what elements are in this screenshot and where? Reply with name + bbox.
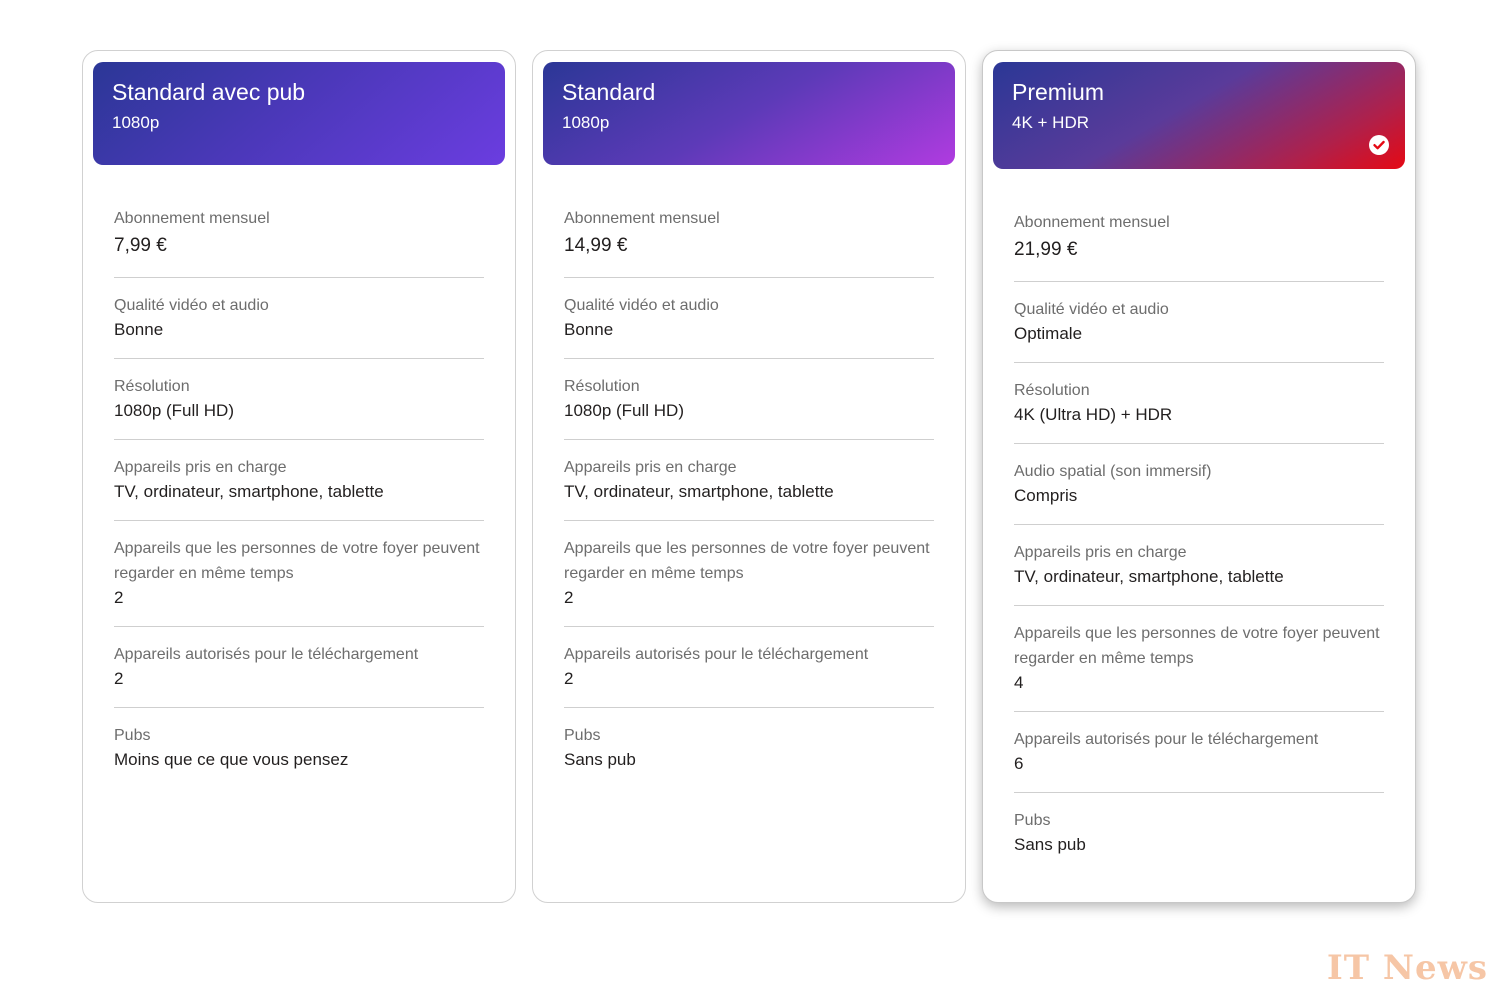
feature-value: 7,99 €: [114, 235, 167, 256]
feature-video-quality: Qualité vidéo et audio Optimale: [1014, 282, 1384, 363]
feature-value: TV, ordinateur, smartphone, tablette: [114, 482, 384, 501]
plan-resolution: 4K + HDR: [1012, 113, 1089, 132]
feature-resolution: Résolution 1080p (Full HD): [564, 359, 934, 440]
plan-resolution: 1080p: [112, 113, 160, 132]
feature-value: Sans pub: [564, 750, 636, 769]
watermark-logo: IT News: [1326, 948, 1488, 988]
plan-name: Standard avec pub: [112, 79, 306, 105]
feature-download-devices: Appareils autorisés pour le téléchargeme…: [1014, 712, 1384, 793]
feature-label: Audio spatial (son immersif): [1014, 463, 1212, 480]
feature-ads: Pubs Sans pub: [564, 708, 934, 788]
feature-value: 2: [114, 588, 124, 607]
feature-label: Appareils autorisés pour le téléchargeme…: [564, 646, 869, 663]
feature-simultaneous-streams: Appareils que les personnes de votre foy…: [1014, 606, 1384, 712]
plan-resolution: 1080p: [562, 113, 610, 132]
feature-value: 2: [564, 588, 574, 607]
plan-header: Premium 4K + HDR: [993, 62, 1405, 169]
feature-label: Abonnement mensuel: [1014, 214, 1170, 231]
feature-value: 4: [1014, 673, 1024, 692]
plan-name: Premium: [1012, 79, 1105, 105]
feature-value: 14,99 €: [564, 235, 628, 256]
feature-resolution: Résolution 1080p (Full HD): [114, 359, 484, 440]
feature-supported-devices: Appareils pris en charge TV, ordinateur,…: [114, 440, 484, 521]
feature-value: 1080p (Full HD): [564, 401, 684, 420]
feature-label: Abonnement mensuel: [564, 210, 720, 227]
feature-label: Appareils autorisés pour le téléchargeme…: [114, 646, 419, 663]
feature-label: Appareils pris en charge: [564, 459, 737, 476]
feature-value: 1080p (Full HD): [114, 401, 234, 420]
feature-label: Appareils que les personnes de votre foy…: [1014, 625, 1380, 667]
feature-label: Résolution: [564, 378, 640, 395]
feature-label: Résolution: [1014, 382, 1090, 399]
plan-header: Standard avec pub 1080p: [93, 62, 505, 165]
feature-supported-devices: Appareils pris en charge TV, ordinateur,…: [1014, 525, 1384, 606]
feature-supported-devices: Appareils pris en charge TV, ordinateur,…: [564, 440, 934, 521]
feature-label: Qualité vidéo et audio: [564, 297, 719, 314]
feature-download-devices: Appareils autorisés pour le téléchargeme…: [114, 627, 484, 708]
feature-simultaneous-streams: Appareils que les personnes de votre foy…: [564, 521, 934, 627]
feature-label: Pubs: [1014, 812, 1051, 829]
feature-label: Pubs: [114, 727, 151, 744]
feature-label: Appareils autorisés pour le téléchargeme…: [1014, 731, 1319, 748]
feature-value: Compris: [1014, 486, 1078, 505]
plan-feature-list: Abonnement mensuel 14,99 € Qualité vidéo…: [564, 189, 934, 788]
feature-spatial-audio: Audio spatial (son immersif) Compris: [1014, 444, 1384, 525]
feature-value: 2: [564, 669, 574, 688]
feature-video-quality: Qualité vidéo et audio Bonne: [114, 278, 484, 359]
feature-label: Résolution: [114, 378, 190, 395]
feature-value: Moins que ce que vous pensez: [114, 750, 349, 769]
plan-feature-list: Abonnement mensuel 21,99 € Qualité vidéo…: [1014, 193, 1384, 873]
feature-value: 6: [1014, 754, 1024, 773]
feature-value: Sans pub: [1014, 835, 1086, 854]
feature-resolution: Résolution 4K (Ultra HD) + HDR: [1014, 363, 1384, 444]
feature-monthly-price: Abonnement mensuel 7,99 €: [114, 189, 484, 278]
plan-card-standard[interactable]: Standard 1080p Abonnement mensuel 14,99 …: [532, 50, 966, 903]
feature-value: Bonne: [564, 320, 614, 339]
feature-video-quality: Qualité vidéo et audio Bonne: [564, 278, 934, 359]
plan-card-premium[interactable]: Premium 4K + HDR Abonnement mensuel 21,9…: [982, 50, 1416, 903]
plan-selector: Standard avec pub 1080p Abonnement mensu…: [82, 50, 1418, 903]
feature-monthly-price: Abonnement mensuel 21,99 €: [1014, 193, 1384, 282]
feature-value: TV, ordinateur, smartphone, tablette: [1014, 567, 1284, 586]
check-circle-icon: [1369, 135, 1389, 155]
feature-label: Qualité vidéo et audio: [114, 297, 269, 314]
feature-value: 4K (Ultra HD) + HDR: [1014, 405, 1173, 424]
feature-label: Appareils pris en charge: [1014, 544, 1187, 561]
feature-value: Optimale: [1014, 324, 1083, 343]
feature-label: Pubs: [564, 727, 601, 744]
feature-download-devices: Appareils autorisés pour le téléchargeme…: [564, 627, 934, 708]
feature-label: Appareils que les personnes de votre foy…: [564, 540, 930, 582]
feature-value: 2: [114, 669, 124, 688]
feature-simultaneous-streams: Appareils que les personnes de votre foy…: [114, 521, 484, 627]
feature-label: Appareils que les personnes de votre foy…: [114, 540, 480, 582]
plan-feature-list: Abonnement mensuel 7,99 € Qualité vidéo …: [114, 189, 484, 788]
feature-value: Bonne: [114, 320, 164, 339]
feature-ads: Pubs Moins que ce que vous pensez: [114, 708, 484, 788]
plan-name: Standard: [562, 79, 656, 105]
plan-header: Standard 1080p: [543, 62, 955, 165]
feature-label: Qualité vidéo et audio: [1014, 301, 1169, 318]
feature-label: Appareils pris en charge: [114, 459, 287, 476]
feature-monthly-price: Abonnement mensuel 14,99 €: [564, 189, 934, 278]
feature-ads: Pubs Sans pub: [1014, 793, 1384, 873]
feature-value: 21,99 €: [1014, 239, 1078, 260]
plan-card-standard-with-ads[interactable]: Standard avec pub 1080p Abonnement mensu…: [82, 50, 516, 903]
feature-label: Abonnement mensuel: [114, 210, 270, 227]
feature-value: TV, ordinateur, smartphone, tablette: [564, 482, 834, 501]
